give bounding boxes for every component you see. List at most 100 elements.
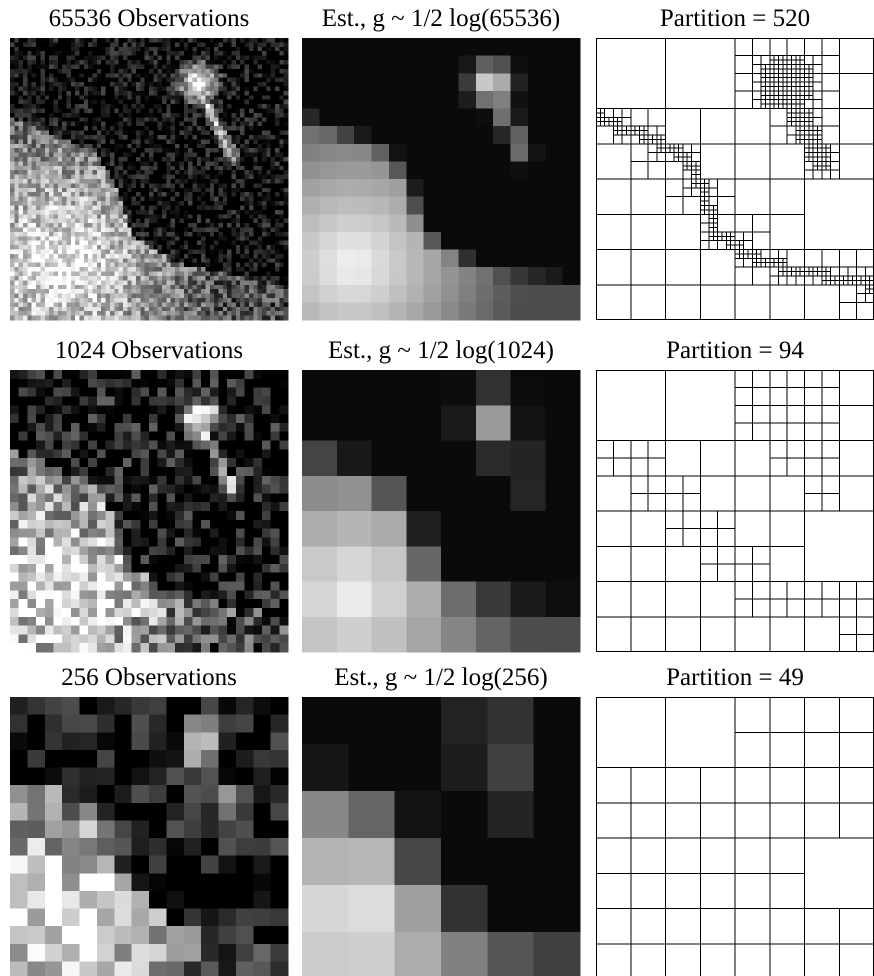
pixel [27, 432, 36, 441]
pixel [53, 307, 58, 312]
pixel [23, 104, 28, 109]
pixel [62, 82, 67, 87]
pixel [223, 210, 228, 215]
pixel [279, 272, 284, 277]
pixel [132, 175, 137, 180]
pixel [136, 38, 141, 43]
pixel [114, 280, 119, 285]
pixel [149, 95, 154, 100]
pixel [136, 157, 141, 162]
pixel [179, 241, 184, 246]
pixel [201, 183, 206, 188]
pixel [275, 69, 280, 74]
pixel [236, 131, 241, 136]
pixel [192, 100, 197, 105]
pixel [62, 201, 67, 206]
pixel [110, 241, 115, 246]
pixel [197, 214, 202, 219]
estimate-image [302, 38, 581, 321]
pixel [114, 95, 119, 100]
pixel [188, 254, 193, 259]
pixel [162, 183, 167, 188]
pixel [106, 139, 111, 144]
pixel [175, 170, 180, 175]
pixel [71, 537, 80, 546]
pixel [179, 263, 184, 268]
pixel [19, 100, 24, 105]
pixel [127, 219, 132, 224]
pixel [232, 272, 237, 277]
pixel [93, 104, 98, 109]
pixel [145, 192, 150, 197]
pixel [149, 276, 154, 281]
pixel [132, 144, 137, 149]
pixel [58, 272, 63, 277]
pixel [284, 166, 289, 171]
pixel [23, 236, 28, 241]
pixel [27, 192, 32, 197]
pixel [249, 179, 254, 184]
block [354, 179, 372, 197]
pixel [101, 210, 106, 215]
pixel [232, 316, 237, 321]
pixel [153, 254, 158, 259]
pixel [179, 38, 184, 43]
pixel [127, 86, 132, 91]
pixel [266, 78, 271, 83]
pixel [127, 188, 132, 193]
block [337, 91, 355, 109]
pixel [175, 135, 180, 140]
pixel [227, 272, 232, 277]
pixel [227, 166, 232, 171]
pixel [210, 298, 215, 303]
pixel [171, 126, 176, 131]
pixel [123, 73, 128, 78]
pixel [132, 69, 137, 74]
pixel [62, 205, 67, 210]
pixel [262, 179, 267, 184]
pixel [149, 56, 154, 61]
pixel [201, 157, 206, 162]
pixel [271, 91, 276, 96]
pixel [232, 280, 237, 285]
pixel [84, 104, 89, 109]
pixel [49, 232, 54, 237]
pixel [49, 223, 54, 228]
pixel [279, 86, 284, 91]
pixel [171, 227, 176, 232]
pixel [132, 51, 137, 56]
pixel [32, 100, 37, 105]
pixel [240, 91, 245, 96]
pixel [245, 148, 250, 153]
pixel [258, 280, 263, 285]
pixel [40, 56, 45, 61]
pixel [66, 267, 71, 272]
pixel [75, 69, 80, 74]
pixel [88, 210, 93, 215]
pixel [214, 272, 219, 277]
pixel [197, 250, 202, 255]
pixel [66, 302, 71, 307]
pixel [23, 113, 28, 118]
pixel [132, 82, 137, 87]
pixel [106, 148, 111, 153]
pixel [184, 263, 189, 268]
pixel [140, 250, 145, 255]
pixel [153, 205, 158, 210]
pixel [132, 307, 137, 312]
pixel [62, 370, 71, 379]
block [458, 126, 476, 144]
pixel [132, 104, 137, 109]
pixel [266, 183, 271, 188]
pixel [171, 276, 176, 281]
pixel [14, 157, 19, 162]
pixel [253, 60, 258, 65]
pixel [23, 148, 28, 153]
pixel [201, 166, 206, 171]
pixel [232, 267, 237, 272]
pixel [93, 280, 98, 285]
pixel [223, 227, 228, 232]
pixel [266, 205, 271, 210]
pixel [197, 38, 202, 43]
pixel [88, 135, 93, 140]
